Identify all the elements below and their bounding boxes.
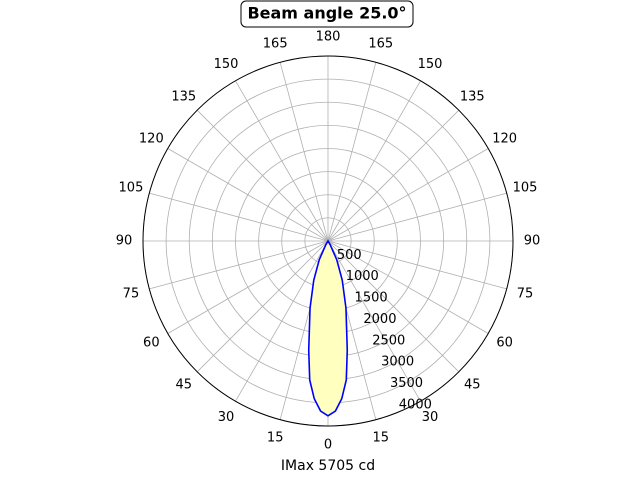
theta-tick-label: 180: [316, 30, 341, 45]
theta-tick-label: 135: [460, 89, 485, 104]
theta-tick-label: 165: [368, 36, 393, 51]
r-tick-label: 2000: [363, 312, 396, 327]
theta-tick-label: 0: [324, 438, 332, 453]
grid-spoke: [327, 240, 507, 290]
theta-tick-label: 150: [214, 57, 239, 72]
r-tick-label: 4000: [399, 397, 432, 412]
grid-spoke: [327, 148, 489, 242]
grid-spoke: [327, 240, 489, 334]
title-box: [240, 0, 414, 28]
grid-spoke: [235, 80, 329, 242]
r-tick-label: 1500: [355, 291, 388, 306]
r-tick-label: 1000: [346, 269, 379, 284]
theta-tick-label: 60: [143, 336, 160, 351]
theta-tick-label: 90: [524, 234, 541, 249]
grid-spoke: [149, 240, 329, 290]
grid-spoke: [327, 240, 421, 402]
theta-tick-label: 45: [464, 378, 481, 393]
r-tick-label: 3000: [381, 355, 414, 370]
theta-tick-label: 15: [267, 431, 284, 446]
grid-spoke: [167, 148, 329, 242]
grid-spoke: [327, 109, 460, 242]
theta-tick-label: 60: [496, 336, 513, 351]
grid-spoke: [327, 192, 507, 242]
outer-circle: [142, 55, 514, 427]
theta-tick-label: 150: [418, 57, 443, 72]
theta-tick-label: 135: [171, 89, 196, 104]
theta-tick-label: 75: [517, 286, 534, 301]
theta-tick-label: 165: [263, 36, 288, 51]
x-axis-label: IMax 5705 cd: [281, 458, 375, 474]
beam-curve: [307, 239, 349, 417]
grid-spoke: [327, 62, 377, 242]
r-tick-label: 2500: [372, 333, 405, 348]
r-tick-label: 3500: [390, 376, 423, 391]
theta-tick-label: 30: [218, 410, 235, 425]
grid-spoke: [327, 80, 421, 242]
grid-spoke: [196, 109, 329, 242]
grid-spoke: [167, 240, 329, 334]
chart-title: Beam angle 25.0°: [247, 4, 406, 23]
theta-tick-label: 30: [422, 410, 439, 425]
theta-tick-label: 90: [116, 234, 133, 249]
grid-spoke: [279, 62, 329, 242]
grid-spoke: [235, 240, 329, 402]
theta-tick-label: 120: [492, 132, 517, 147]
theta-tick-label: 15: [373, 431, 390, 446]
grid-spoke: [327, 240, 460, 373]
grid-spoke: [196, 240, 329, 373]
theta-tick-label: 105: [513, 181, 538, 196]
theta-tick-label: 120: [139, 132, 164, 147]
plot: 0 15 30 45 60 75 90 105 120 135 150 165 180 165 150 135…: [116, 30, 541, 453]
theta-tick-label: 45: [175, 378, 192, 393]
grid-spoke: [149, 192, 329, 242]
r-tick-label: 500: [337, 248, 362, 263]
theta-tick-label: 75: [123, 286, 140, 301]
theta-tick-label: 105: [119, 181, 144, 196]
